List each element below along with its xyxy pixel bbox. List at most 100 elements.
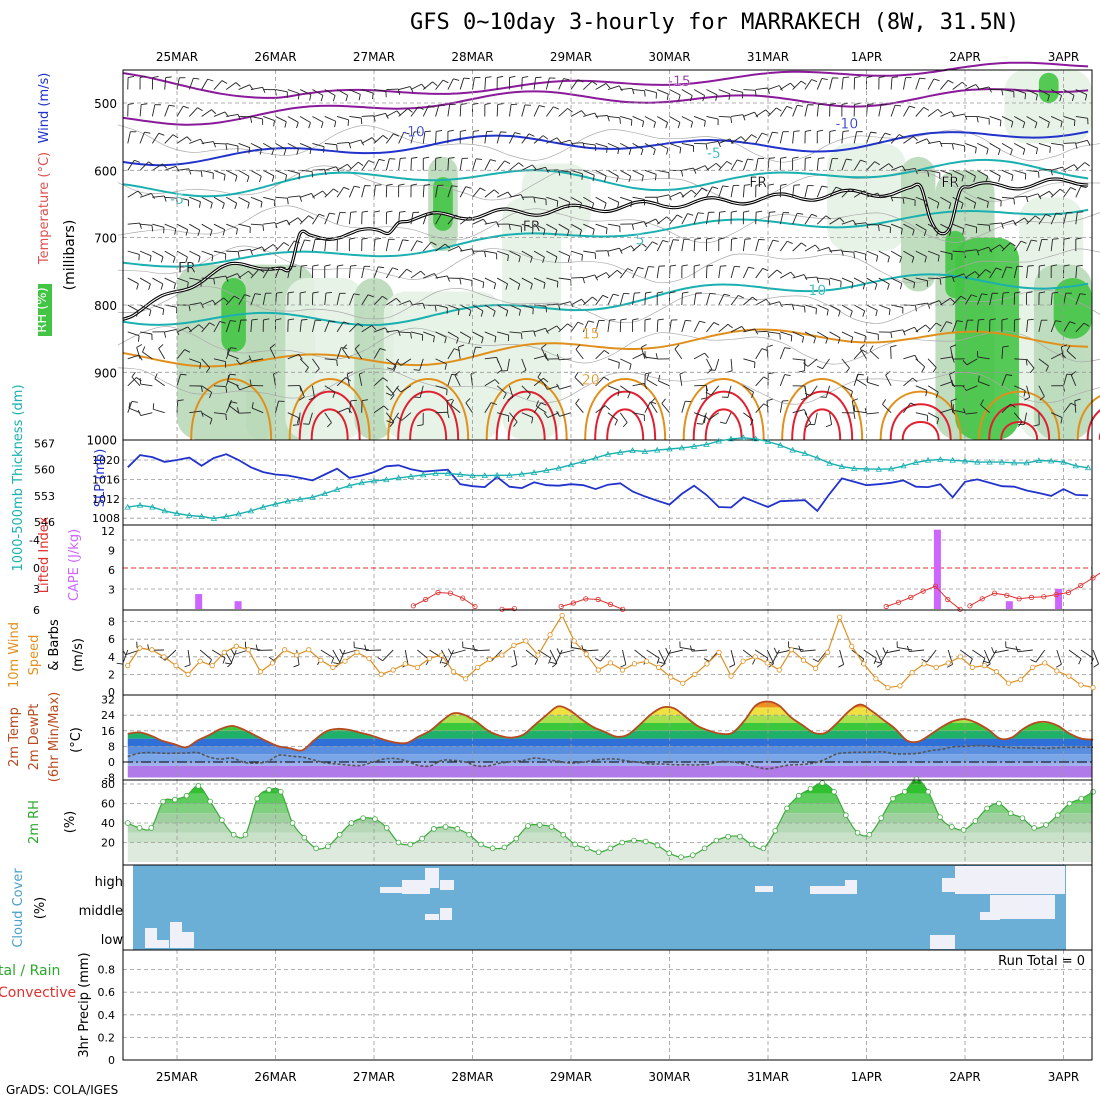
wind-barb: [411, 156, 418, 159]
wind-barb: [287, 116, 299, 123]
wind-barb: [701, 187, 708, 192]
wind-barb: [137, 409, 142, 416]
wind-barb: [324, 412, 332, 423]
wind-barb: [509, 250, 521, 257]
wind10m-marker: [631, 661, 638, 667]
wind-barb: [977, 86, 990, 90]
wind-barb: [374, 238, 382, 240]
cloud-patch: [845, 880, 857, 894]
wind10m-marker: [837, 614, 843, 620]
wind-barb: [769, 211, 776, 213]
wind-barb: [854, 410, 867, 414]
wind-barb: [350, 211, 357, 213]
wind-barb: [850, 188, 856, 193]
wind-barb: [541, 344, 547, 349]
wind-barb: [391, 412, 400, 424]
wind-barb: [386, 358, 397, 367]
isotherm-surface-arch: [594, 390, 657, 440]
wind-barb: [950, 398, 957, 402]
wind-barb: [857, 373, 864, 376]
isotherm-surface-arch: [988, 403, 1051, 440]
wind-barb: [887, 256, 890, 263]
wind-barb: [312, 142, 325, 148]
wind-barb: [373, 185, 376, 198]
wind-barb: [507, 191, 512, 198]
cloud-patch: [980, 912, 1000, 920]
wind-barb: [531, 417, 534, 424]
wind-barb: [792, 274, 805, 279]
thickness-marker: [1060, 458, 1067, 465]
cloud-patch: [402, 880, 430, 894]
wind-barb: [750, 419, 754, 426]
wind-barb: [396, 416, 403, 421]
wind10m-marker: [993, 669, 1000, 675]
rh2m-marker: [1054, 812, 1061, 818]
wind-barb: [533, 277, 546, 284]
surface-wind-barb: [921, 658, 928, 663]
ylabel-rh: RH (%): [35, 287, 50, 332]
wind-barb: [533, 196, 546, 200]
wind-barb: [471, 248, 475, 255]
wind-barb: [792, 131, 795, 144]
wind-barb: [656, 240, 664, 252]
wind-barb: [496, 385, 507, 394]
wind-barb: [583, 196, 594, 204]
wind-barb: [127, 277, 139, 285]
wind-barb: [453, 78, 460, 81]
wind-barb: [1010, 121, 1014, 128]
wind-barb: [882, 399, 887, 405]
wind-barb: [337, 237, 344, 240]
wind-barb: [903, 136, 914, 144]
wind-barb: [813, 337, 816, 344]
wind-barb: [939, 141, 943, 147]
wind-barb: [980, 399, 984, 406]
wind-barb: [447, 348, 455, 360]
rh2m-marker: [878, 815, 884, 821]
wind-barb: [543, 383, 548, 390]
wind-barb: [718, 185, 724, 198]
wind-barb: [398, 108, 409, 117]
wind10m-marker: [378, 671, 384, 678]
wind-barb: [447, 129, 454, 132]
wind-barb: [546, 325, 557, 333]
wind-barb: [262, 169, 275, 177]
wind-barb: [447, 374, 453, 386]
wind-barb: [526, 393, 531, 400]
wind-barb: [644, 292, 646, 306]
wind-barb: [911, 256, 915, 263]
wind-barb: [1024, 217, 1029, 223]
wind-barb: [728, 93, 731, 100]
wind-barb: [301, 264, 308, 267]
wind-barb: [546, 277, 559, 282]
wind-barb: [729, 138, 734, 145]
wind-barb: [632, 169, 644, 176]
wind-barb: [1060, 417, 1063, 424]
wind-barb: [401, 412, 412, 421]
wind-barb: [410, 331, 423, 336]
wind-barb: [975, 147, 977, 154]
wind-barb: [940, 356, 953, 360]
wind-barb: [424, 184, 431, 186]
wind-barb: [567, 255, 571, 262]
ylabel-lifted-index: Lifted Index: [37, 516, 52, 593]
wind10m-marker: [607, 660, 614, 666]
wind-barb: [422, 105, 429, 117]
wind-barb: [447, 412, 450, 419]
wind-barb: [509, 304, 521, 311]
wind-barb: [755, 109, 766, 117]
wind10m-marker: [969, 664, 975, 670]
wind-barb: [459, 304, 472, 311]
wind-barb: [619, 117, 621, 124]
wind-barb: [803, 362, 809, 367]
wind-barb: [1055, 320, 1062, 323]
thickness-marker: [654, 446, 661, 453]
wind-barb: [743, 385, 754, 393]
wind-barb: [974, 271, 980, 277]
wind-barb: [925, 390, 928, 397]
wind-barb: [743, 134, 752, 144]
wind10m-marker: [897, 683, 903, 689]
rh2m-marker: [195, 783, 202, 789]
wind-barb: [228, 399, 232, 406]
ylabel-temperature: Temperature (°C): [37, 152, 52, 265]
wind-barb: [841, 331, 853, 338]
